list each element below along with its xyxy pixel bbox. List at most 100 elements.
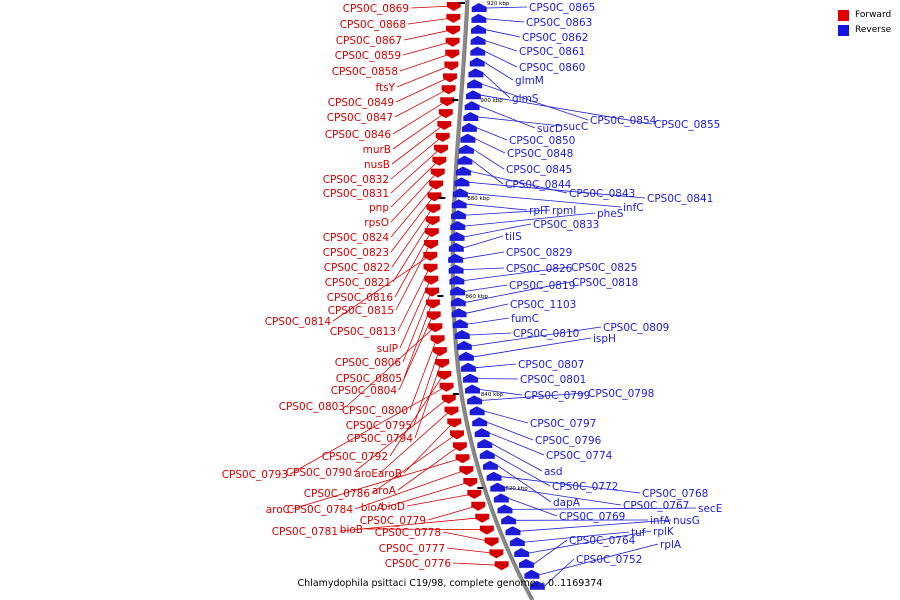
reverse-gene-feature — [451, 199, 467, 209]
reverse-gene-connector — [473, 337, 592, 358]
forward-gene-connector — [354, 469, 466, 510]
reverse-gene-feature — [471, 13, 487, 23]
forward-gene-label: murB — [363, 144, 391, 156]
reverse-gene-feature — [465, 384, 481, 394]
reverse-gene-label: ispH — [593, 333, 616, 345]
reverse-gene-label: CPS0C_0861 — [519, 46, 585, 58]
reverse-gene-connector — [487, 421, 534, 441]
forward-gene-feature — [423, 251, 438, 261]
reverse-gene-feature — [469, 406, 485, 416]
forward-gene-label: aroE — [354, 468, 378, 480]
forward-gene-feature — [446, 2, 461, 11]
forward-gene-feature — [484, 537, 499, 547]
forward-gene-label: CPS0C_0859 — [335, 50, 401, 62]
forward-gene-connector — [392, 100, 447, 135]
reverse-gene-feature — [452, 188, 468, 198]
forward-gene-label: pnp — [369, 202, 389, 214]
reverse-gene-feature — [490, 482, 506, 492]
forward-gene-connector — [391, 124, 444, 165]
reverse-gene-feature — [448, 264, 464, 274]
reverse-gene-connector — [482, 392, 587, 401]
reverse-gene-label: dapA — [553, 497, 581, 509]
reverse-gene-feature — [464, 101, 480, 111]
reverse-gene-feature — [461, 122, 477, 132]
forward-gene-feature — [450, 430, 465, 440]
forward-gene-label: CPS0C_0790 — [286, 467, 352, 479]
forward-gene-feature — [424, 240, 439, 249]
forward-gene-feature — [479, 525, 494, 535]
reverse-gene-connector — [463, 235, 504, 249]
forward-gene-feature — [494, 561, 509, 571]
reverse-gene-connector — [520, 519, 672, 532]
reverse-gene-feature — [474, 428, 490, 438]
forward-gene-label: sulP — [377, 343, 398, 355]
legend-forward-swatch — [838, 10, 849, 21]
forward-gene-connector — [402, 41, 452, 56]
reverse-gene-connector — [463, 251, 505, 260]
scale-tick-label: 880 kbp — [467, 196, 490, 202]
reverse-gene-feature — [448, 253, 464, 263]
reverse-gene-connector — [484, 62, 514, 81]
forward-gene-feature — [471, 501, 486, 511]
forward-gene-label: CPS0C_0867 — [336, 35, 402, 47]
forward-gene-feature — [452, 442, 467, 452]
legend-reverse-label: Reverse — [855, 25, 892, 35]
forward-gene-feature — [425, 299, 440, 309]
reverse-gene-label: CPS0C_0796 — [535, 435, 602, 447]
forward-gene-label: CPS0C_0814 — [265, 316, 332, 328]
reverse-gene-label: CPS0C_0767 — [623, 500, 689, 512]
forward-gene-label: bioA — [361, 502, 385, 514]
reverse-gene-label: tilS — [505, 231, 522, 243]
reverse-gene-label: CPS0C_0855 — [654, 119, 720, 131]
reverse-gene-feature — [501, 515, 517, 525]
reverse-gene-feature — [457, 155, 473, 165]
reverse-gene-label: asd — [544, 466, 563, 478]
reverse-gene-feature — [456, 340, 472, 350]
reverse-gene-connector — [469, 332, 512, 336]
reverse-gene-label: CPS0C_0825 — [571, 262, 637, 274]
reverse-gene-feature — [455, 166, 471, 176]
forward-gene-feature — [442, 73, 457, 83]
forward-gene-label: CPS0C_0858 — [332, 66, 398, 78]
forward-gene-feature — [427, 192, 442, 202]
forward-gene-feature — [435, 132, 450, 142]
reverse-gene-label: fumC — [511, 313, 539, 325]
forward-gene-feature — [426, 311, 441, 321]
reverse-gene-label: CPS0C_0860 — [519, 62, 585, 74]
reverse-gene-feature — [452, 319, 468, 329]
forward-gene-feature — [424, 275, 439, 285]
reverse-gene-feature — [454, 330, 470, 339]
forward-gene-feature — [429, 180, 444, 190]
reverse-gene-label: CPS0C_0764 — [569, 535, 636, 547]
genome-caption: Chlamydophila psittaci C19/98, complete … — [297, 578, 603, 589]
reverse-gene-connector — [465, 212, 596, 227]
reverse-gene-feature — [463, 112, 479, 121]
forward-gene-connector — [371, 434, 457, 494]
reverse-gene-label: CPS0C_0810 — [513, 328, 579, 340]
reverse-gene-connector — [471, 326, 602, 347]
reverse-gene-connector — [473, 149, 505, 170]
forward-gene-label: CPS0C_0815 — [328, 305, 394, 317]
reverse-gene-label: sucD — [537, 123, 563, 135]
reverse-gene-connector — [469, 182, 646, 199]
reverse-gene-connector — [484, 410, 529, 424]
reverse-gene-label: rplK — [653, 526, 675, 538]
reverse-gene-connector — [492, 443, 543, 472]
reverse-gene-feature — [450, 210, 466, 220]
reverse-gene-label: CPS0C_0752 — [576, 554, 642, 566]
reverse-gene-feature — [477, 439, 493, 448]
reverse-gene-label: CPS0C_0818 — [572, 277, 638, 289]
forward-gene-label: CPS0C_0849 — [328, 97, 394, 109]
reverse-gene-label: CPS0C_0862 — [522, 32, 588, 44]
reverse-gene-feature — [472, 417, 488, 427]
reverse-gene-connector — [465, 281, 571, 303]
forward-gene-label: CPS0C_0786 — [304, 488, 371, 500]
forward-gene-connector — [446, 547, 496, 554]
forward-gene-feature — [423, 263, 438, 273]
forward-gene-feature — [444, 406, 459, 416]
reverse-gene-label: CPS0C_0844 — [505, 179, 572, 191]
forward-gene-feature — [441, 394, 456, 404]
reverse-gene-label: CPS0C_0768 — [642, 488, 708, 500]
reverse-gene-connector — [467, 192, 622, 208]
